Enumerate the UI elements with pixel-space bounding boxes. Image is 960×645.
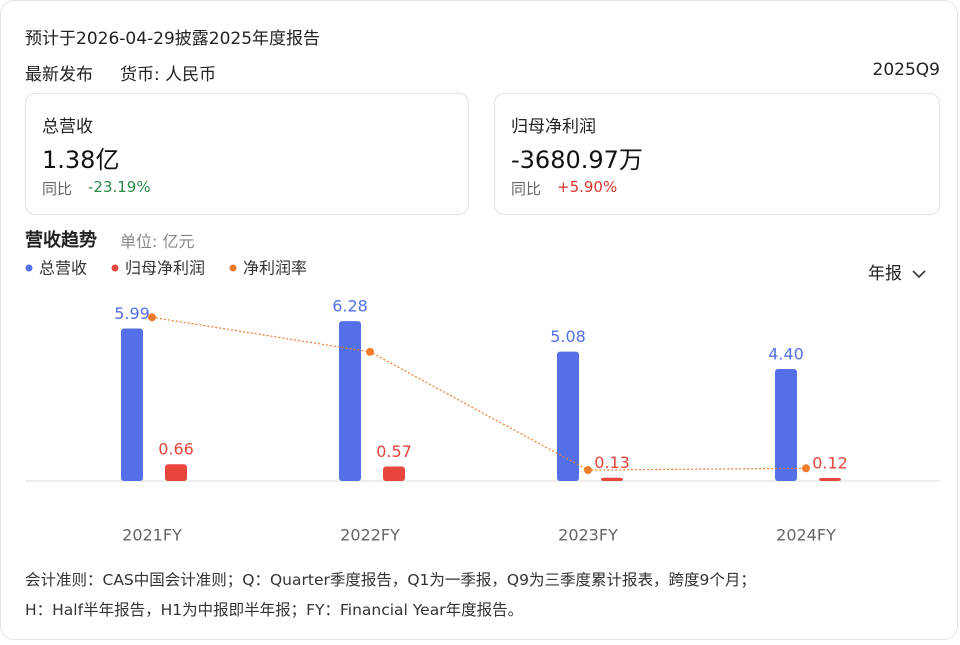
- selector-label[interactable]: 年报: [868, 264, 902, 284]
- card-value: -3680.97万: [511, 146, 643, 174]
- footnote: 会计准则：CAS中国会计准则；Q：Quarter季度报告，Q1为一季报，Q9为三…: [25, 571, 756, 589]
- change-label: 同比: [511, 180, 542, 198]
- footnote: H：Half半年报告，H1为中报即半年报；FY：Financial Year年度…: [25, 601, 524, 619]
- metric-card: 归母净利润 -3680.97万 同比 +5.90%: [494, 93, 940, 215]
- chart-subtitle: 单位: 亿元: [120, 232, 195, 251]
- metric-card: 总营收 1.38亿 同比 -23.19%: [25, 93, 469, 215]
- card-label: 归母净利润: [511, 117, 596, 137]
- forecast-note: 预计于2026-04-29披露2025年度报告: [25, 29, 321, 49]
- change-value: -23.19%: [88, 178, 151, 196]
- change-label: 同比: [42, 180, 73, 198]
- chart-title: 营收趋势: [25, 230, 97, 251]
- card-value: 1.38亿: [42, 146, 120, 174]
- card-label: 总营收: [42, 117, 93, 137]
- period-selector[interactable]: 年报: [868, 259, 926, 284]
- change-value: +5.90%: [557, 178, 618, 196]
- currency: 货币: 人民币: [120, 65, 217, 85]
- chevron[interactable]: [912, 269, 926, 279]
- period: 2025Q9: [872, 60, 940, 80]
- status: 最新发布: [25, 65, 93, 85]
